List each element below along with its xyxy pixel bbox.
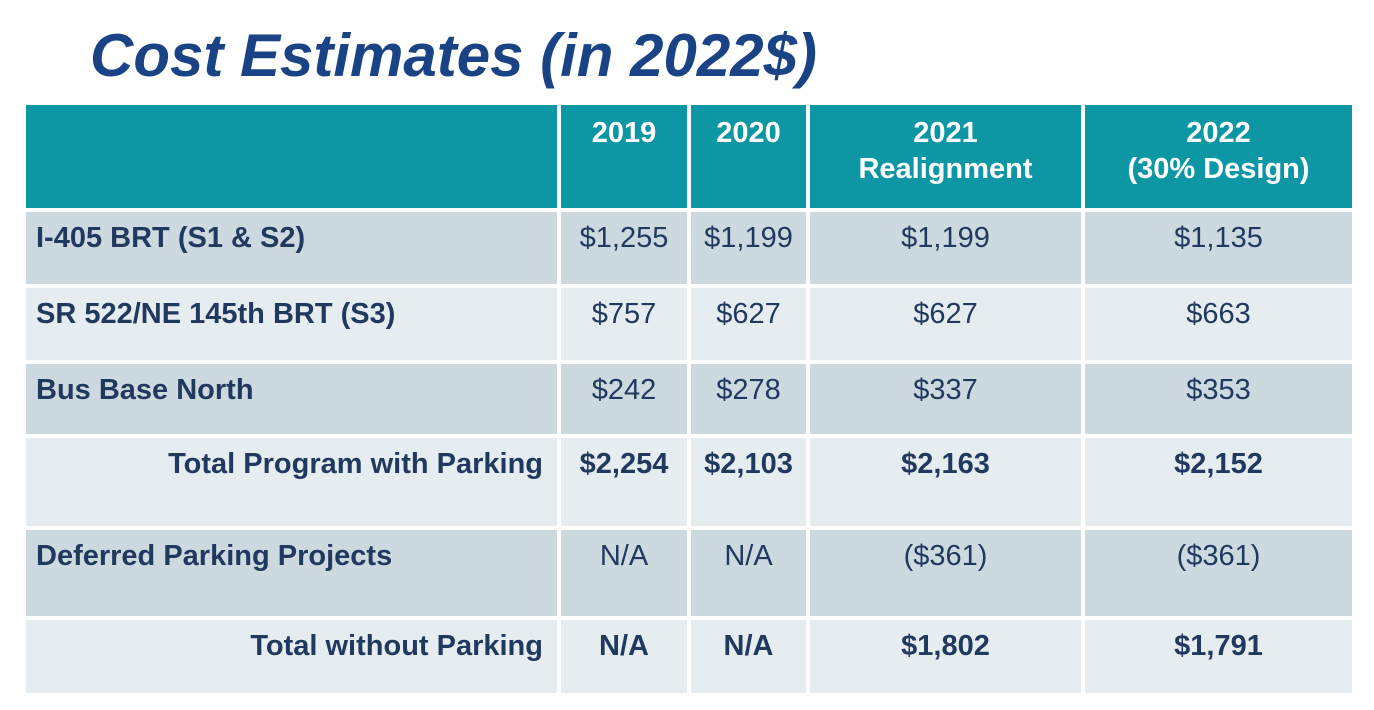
- value-2022: $353: [1085, 364, 1352, 434]
- row-bus-base-north: Bus Base North $242 $278 $337 $353: [26, 364, 1352, 434]
- header-label: 2019: [591, 117, 657, 149]
- row-i405-brt: I-405 BRT (S1 & S2) $1,255 $1,199 $1,199…: [26, 212, 1352, 284]
- value-2022: $663: [1085, 288, 1352, 360]
- value-2022: $1,791: [1085, 620, 1352, 693]
- value-2020: $278: [691, 364, 806, 434]
- value-2021: $627: [810, 288, 1081, 360]
- value-2021: $1,199: [810, 212, 1081, 284]
- value-2020: $2,103: [691, 438, 806, 526]
- row-label: Bus Base North: [26, 364, 557, 434]
- header-label: 2020: [716, 117, 781, 149]
- value-2022: $1,135: [1085, 212, 1352, 284]
- header-cell-blank: [26, 105, 557, 208]
- value-2021: $2,163: [810, 438, 1081, 526]
- row-label: Total without Parking: [26, 620, 557, 693]
- value-2020: N/A: [691, 530, 806, 616]
- row-label: Deferred Parking Projects: [26, 530, 557, 616]
- value-2019: $1,255: [561, 212, 687, 284]
- value-2019: N/A: [561, 530, 687, 616]
- value-2020: $1,199: [691, 212, 806, 284]
- row-total-program-with-parking: Total Program with Parking $2,254 $2,103…: [26, 438, 1352, 526]
- value-2019: $2,254: [561, 438, 687, 526]
- row-deferred-parking-projects: Deferred Parking Projects N/A N/A ($361)…: [26, 530, 1352, 616]
- value-2021: ($361): [810, 530, 1081, 616]
- value-2019: N/A: [561, 620, 687, 693]
- value-2019: $757: [561, 288, 687, 360]
- header-sublabel: Realignment: [858, 153, 1033, 185]
- value-2019: $242: [561, 364, 687, 434]
- value-2022: $2,152: [1085, 438, 1352, 526]
- header-cell-2019: 2019: [561, 105, 687, 208]
- header-label: 2021: [913, 117, 978, 149]
- page-title: Cost Estimates (in 2022$): [90, 22, 817, 89]
- row-label: SR 522/NE 145th BRT (S3): [26, 288, 557, 360]
- table-header-row: 2019 2020 2021 Realignment 2022 (30% Des…: [26, 105, 1352, 208]
- header-sublabel: (30% Design): [1127, 153, 1310, 185]
- value-2020: $627: [691, 288, 806, 360]
- header-cell-2022-30pct-design: 2022 (30% Design): [1085, 105, 1352, 208]
- row-sr522-brt: SR 522/NE 145th BRT (S3) $757 $627 $627 …: [26, 288, 1352, 360]
- header-cell-2020: 2020: [691, 105, 806, 208]
- header-label: 2022: [1186, 117, 1251, 149]
- row-total-without-parking: Total without Parking N/A N/A $1,802 $1,…: [26, 620, 1352, 693]
- value-2021: $337: [810, 364, 1081, 434]
- row-label: Total Program with Parking: [26, 438, 557, 526]
- value-2021: $1,802: [810, 620, 1081, 693]
- value-2020: N/A: [691, 620, 806, 693]
- row-label: I-405 BRT (S1 & S2): [26, 212, 557, 284]
- cost-estimates-table: 2019 2020 2021 Realignment 2022 (30% Des…: [22, 101, 1356, 697]
- value-2022: ($361): [1085, 530, 1352, 616]
- header-cell-2021-realignment: 2021 Realignment: [810, 105, 1081, 208]
